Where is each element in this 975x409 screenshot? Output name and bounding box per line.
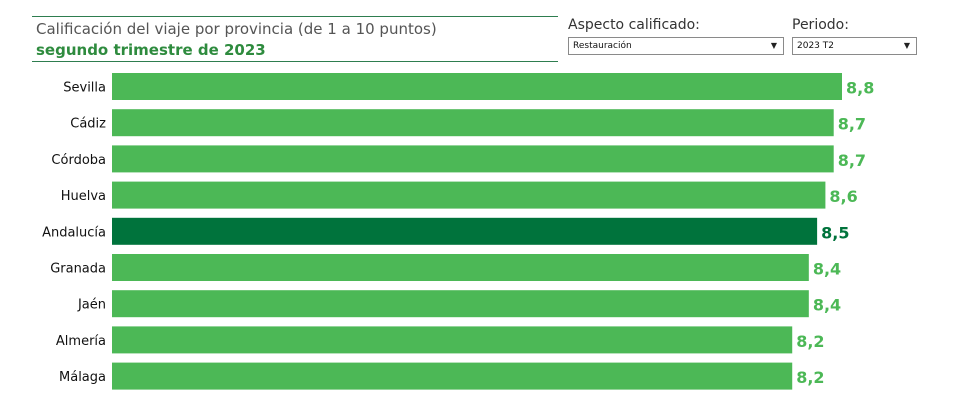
bar[interactable] <box>112 145 834 173</box>
category-label: Andalucía <box>42 225 106 240</box>
value-label: 8,2 <box>796 332 824 351</box>
value-label: 8,6 <box>829 187 857 206</box>
aspect-select-value: Restauración <box>573 41 632 51</box>
category-label: Granada <box>50 262 106 277</box>
chevron-down-icon: ▼ <box>903 41 910 50</box>
bar[interactable] <box>112 181 826 209</box>
value-label: 8,4 <box>813 296 841 315</box>
chart-title-box: Calificación del viaje por provincia (de… <box>32 16 558 62</box>
bar[interactable] <box>112 290 809 318</box>
chart-subtitle: segundo trimestre de 2023 <box>36 41 266 59</box>
category-label: Jaén <box>77 298 106 313</box>
bar[interactable] <box>112 362 793 390</box>
category-label: Córdoba <box>51 153 106 168</box>
value-label: 8,4 <box>813 260 841 279</box>
value-label: 8,7 <box>838 115 866 134</box>
category-label: Almería <box>56 334 106 349</box>
period-filter-label: Periodo: <box>792 17 849 33</box>
period-select-value: 2023 T2 <box>797 41 834 51</box>
value-label: 8,5 <box>821 223 849 242</box>
category-label: Sevilla <box>63 81 106 96</box>
category-label: Málaga <box>59 370 106 385</box>
value-label: 8,2 <box>796 368 824 387</box>
chart-title: Calificación del viaje por provincia (de… <box>36 20 437 38</box>
bar[interactable] <box>112 217 818 245</box>
bar[interactable] <box>112 326 793 354</box>
value-label: 8,7 <box>838 151 866 170</box>
bar[interactable] <box>112 254 809 281</box>
period-select[interactable]: 2023 T2 ▼ <box>792 37 917 55</box>
aspect-select[interactable]: Restauración ▼ <box>568 37 784 55</box>
value-label: 8,8 <box>846 79 874 98</box>
bar[interactable] <box>112 109 834 137</box>
chevron-down-icon: ▼ <box>770 41 777 50</box>
category-label: Cádiz <box>70 117 106 132</box>
bar[interactable] <box>112 73 842 100</box>
category-label: Huelva <box>61 189 106 204</box>
aspect-filter-label: Aspecto calificado: <box>568 17 700 33</box>
